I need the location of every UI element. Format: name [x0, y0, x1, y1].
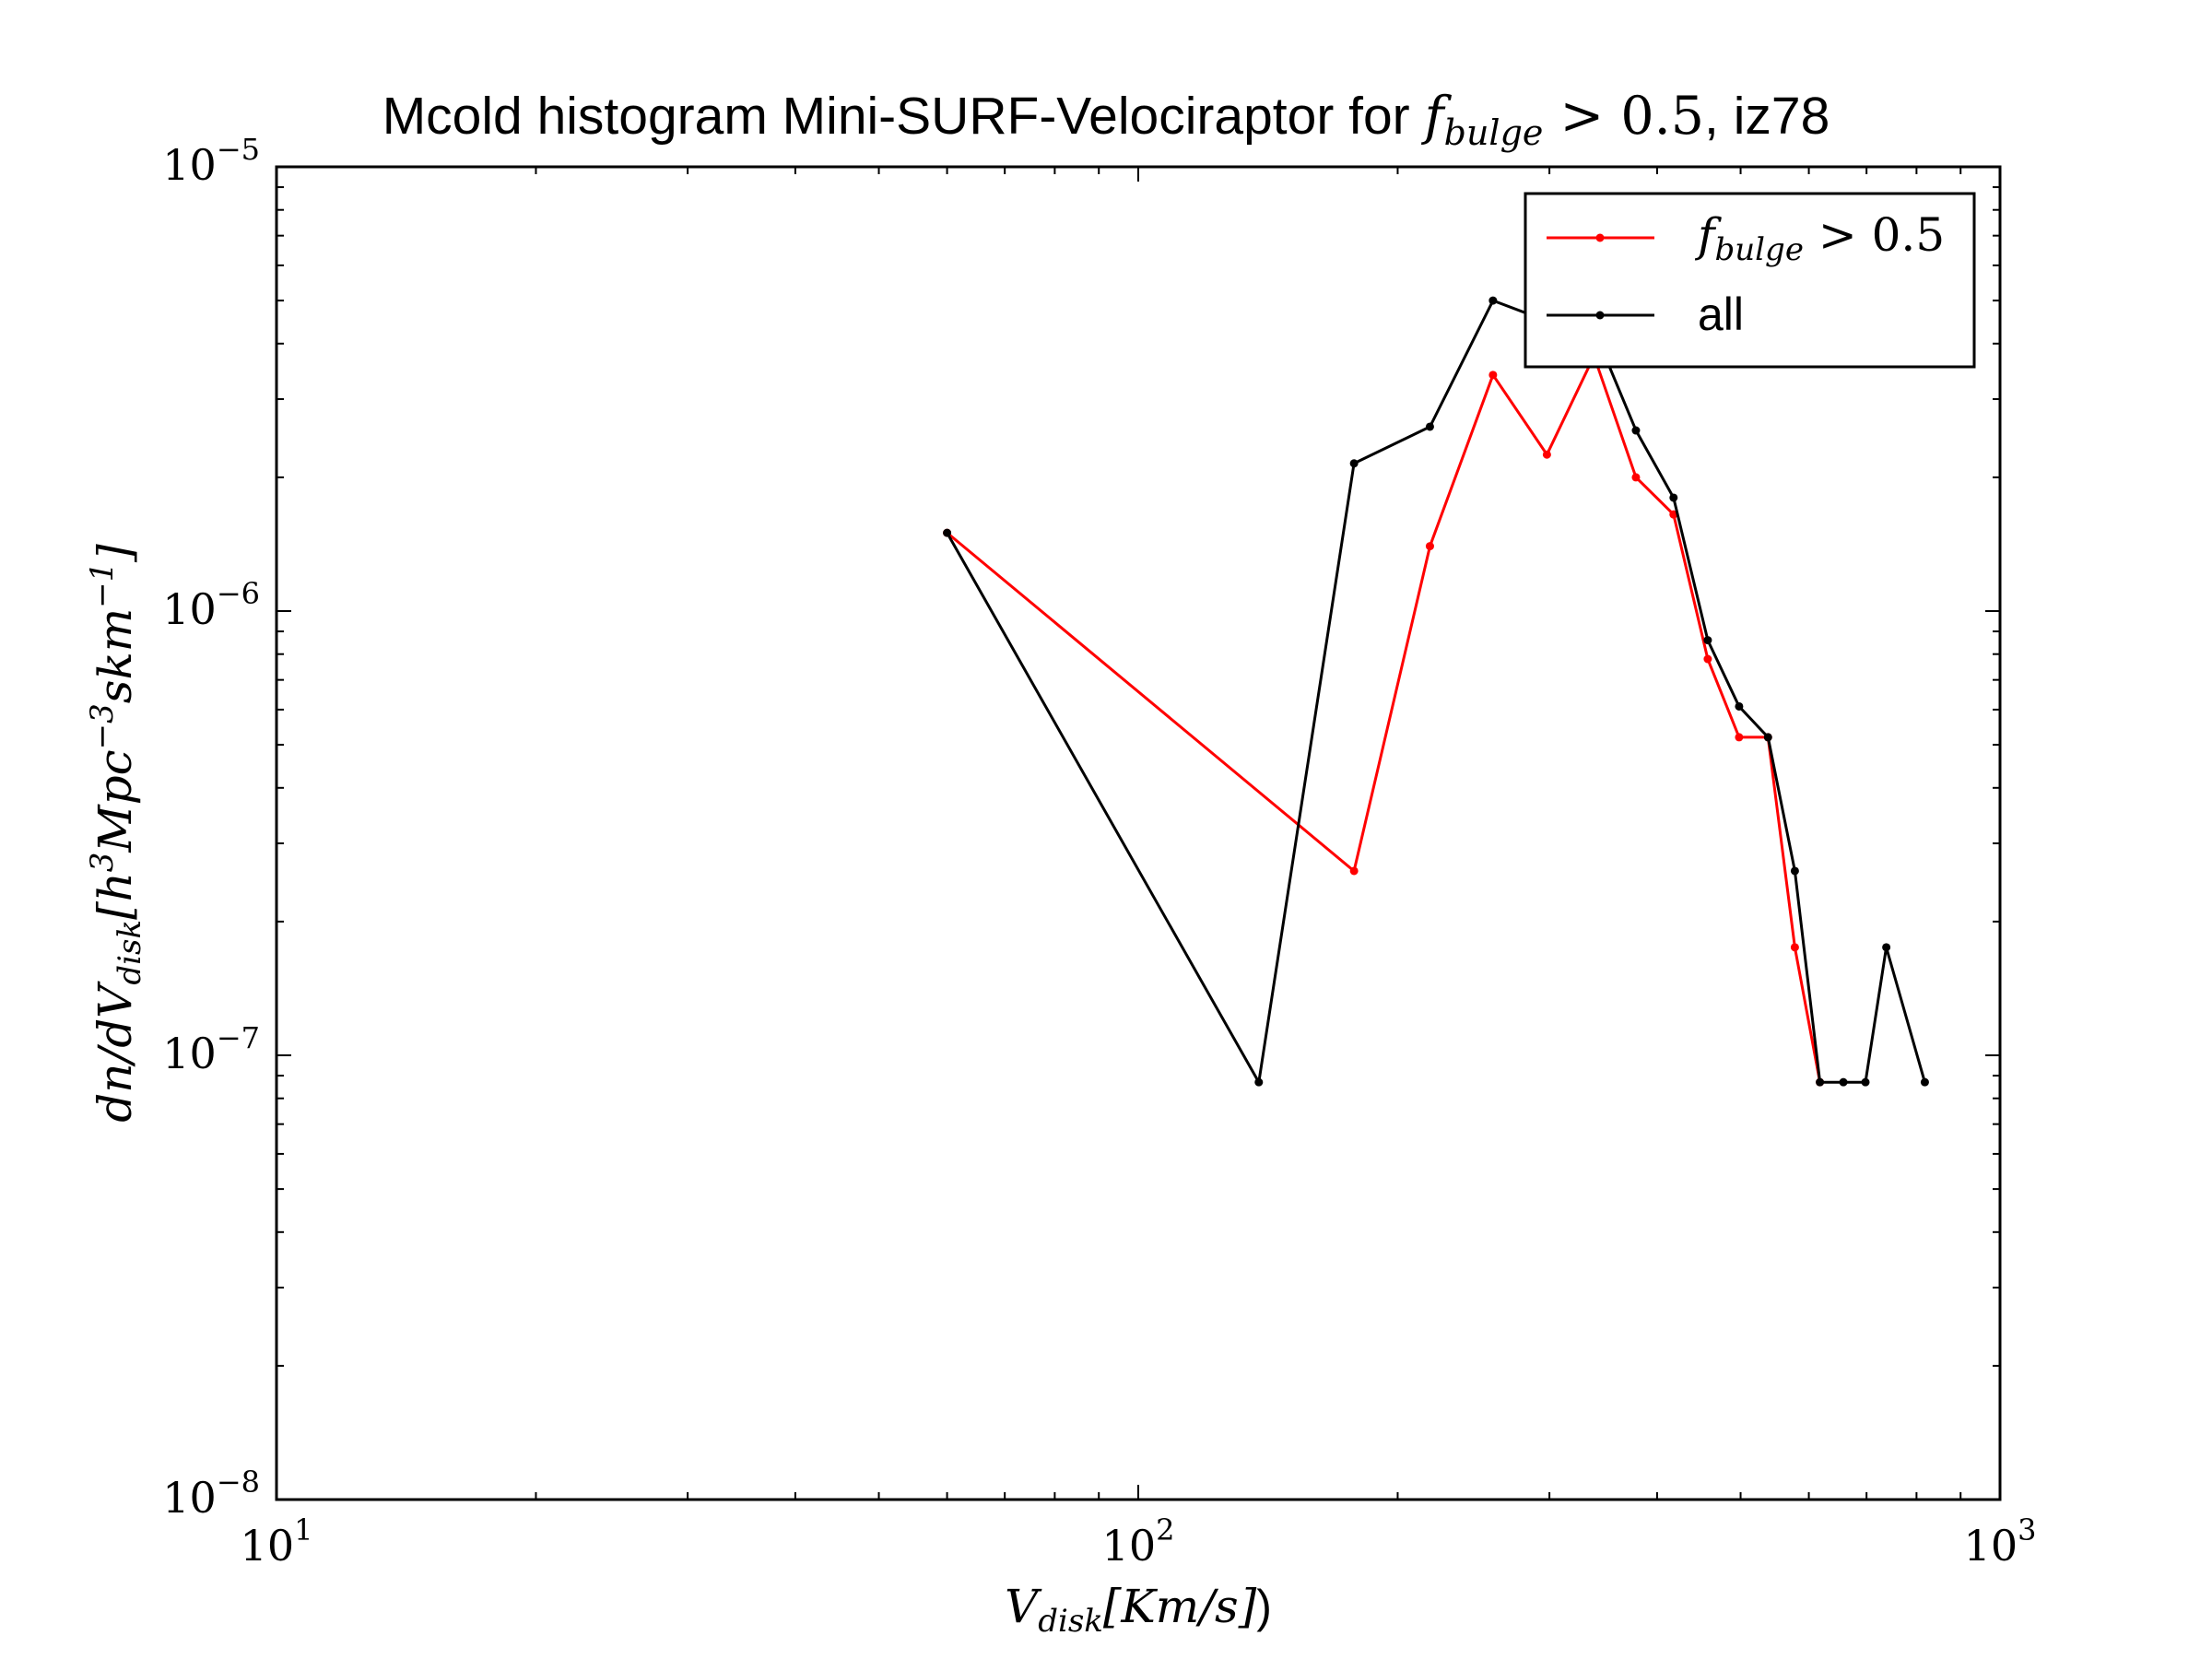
data-point-fbulge: [1735, 733, 1744, 742]
legend-label-all: all: [1698, 288, 1744, 340]
data-point-all: [1816, 1077, 1825, 1087]
data-point-fbulge: [1669, 510, 1678, 519]
y-tick-label: 10−6: [162, 576, 260, 634]
data-point-all: [1669, 493, 1678, 502]
y-tick-label: 10−8: [162, 1465, 260, 1523]
data-point-all: [1763, 733, 1772, 742]
series-line-all: [946, 299, 1926, 1087]
data-point-all: [1861, 1077, 1870, 1087]
chart-title: Mcold histogram Mini-SURF-Velociraptor f…: [382, 86, 1830, 153]
data-point-all: [1425, 422, 1434, 431]
data-point-all: [1882, 943, 1891, 952]
data-point-all: [1254, 1077, 1264, 1087]
data-point-all: [1790, 866, 1799, 876]
legend-marker-fbulge: [1595, 233, 1605, 242]
data-point-fbulge: [1542, 450, 1551, 459]
data-point-all: [1631, 426, 1641, 435]
legend-marker-all: [1595, 311, 1605, 320]
x-tick-label: 103: [1964, 1512, 2037, 1571]
data-point-fbulge: [1425, 542, 1434, 551]
data-point-fbulge: [1703, 654, 1712, 664]
legend-box: [1524, 192, 1976, 369]
data-point-all: [1349, 459, 1359, 468]
series-layer: [943, 296, 1929, 1087]
data-point-all: [1735, 701, 1744, 711]
data-point-all: [1488, 296, 1498, 305]
data-point-fbulge: [1631, 473, 1641, 482]
data-point-all: [1703, 636, 1712, 645]
series-line-fbulge: [946, 352, 1822, 1083]
data-point-fbulge: [1790, 943, 1799, 952]
data-point-all: [1839, 1077, 1848, 1087]
legend: fbulge > 0.5 all: [1524, 192, 1976, 369]
data-point-all: [943, 528, 952, 537]
y-tick-label: 10−7: [162, 1020, 260, 1078]
data-point-fbulge: [1349, 866, 1359, 876]
y-axis-label: dn/dVdisk[h3Mpc−3skm−1]: [84, 544, 148, 1123]
data-point-all: [1920, 1077, 1929, 1087]
x-axis-label: Vdisk[Km/s]): [1005, 1580, 1272, 1640]
data-point-fbulge: [1488, 371, 1498, 380]
x-tick-label: 102: [1102, 1512, 1175, 1571]
axis-tick-labels: 101 102 103 10−8 10−7 10−6 10−5: [162, 132, 2036, 1571]
y-tick-label: 10−5: [162, 132, 260, 190]
x-tick-label: 101: [241, 1512, 313, 1571]
axis-ticks: [276, 166, 2001, 1500]
